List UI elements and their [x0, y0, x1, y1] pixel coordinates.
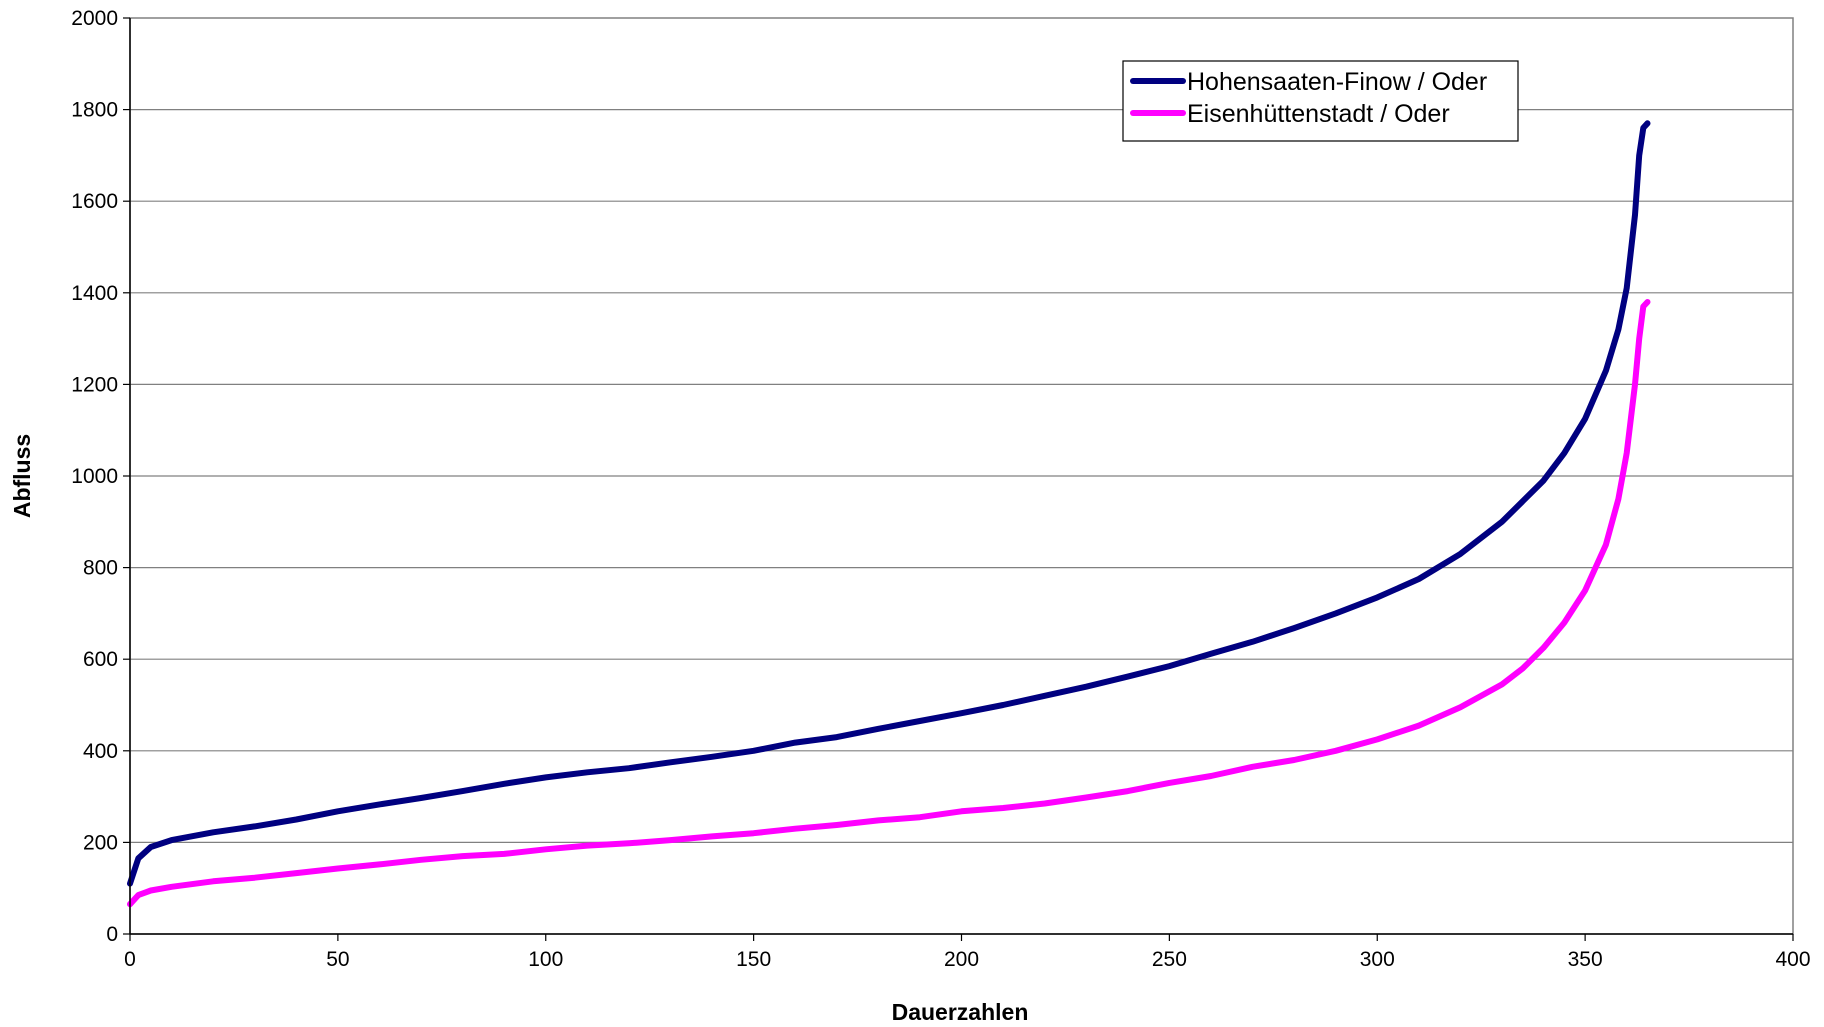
y-tick-label-1000: 1000 — [71, 465, 118, 488]
x-tick-label-50: 50 — [326, 948, 349, 971]
x-tick-label-150: 150 — [736, 948, 771, 971]
legend-box — [1122, 60, 1519, 142]
y-tick-label-1200: 1200 — [71, 373, 118, 396]
y-tick-label-2000: 2000 — [71, 7, 118, 30]
y-tick-label-1800: 1800 — [71, 99, 118, 122]
x-tick-label-250: 250 — [1152, 948, 1187, 971]
x-tick-label-0: 0 — [124, 948, 136, 971]
x-tick-label-100: 100 — [528, 948, 563, 971]
legend: Hohensaaten-Finow / Oder Eisenhüttenstad… — [1122, 60, 1519, 142]
y-tick-label-400: 400 — [83, 740, 118, 763]
y-tick-label-1400: 1400 — [71, 282, 118, 305]
legend-label-eisenhuettenstadt: Eisenhüttenstadt / Oder — [1187, 100, 1450, 128]
x-tick-label-350: 350 — [1568, 948, 1603, 971]
x-axis: 0 50 100 150 200 250 300 350 400 — [124, 933, 1811, 971]
x-tick-label-400: 400 — [1775, 948, 1810, 971]
series-lines — [127, 120, 1651, 908]
y-tick-label-200: 200 — [83, 831, 118, 854]
series-line-1 — [127, 299, 1651, 908]
x-tick-label-300: 300 — [1360, 948, 1395, 971]
y-axis: 0 200 400 600 800 1000 1200 1400 1600 1800 2000 — [71, 7, 131, 946]
y-tick-label-600: 600 — [83, 648, 118, 671]
y-tick-label-1600: 1600 — [71, 190, 118, 213]
y-tick-label-800: 800 — [83, 557, 118, 580]
y-axis-title: Abfluss — [9, 434, 35, 518]
legend-label-hohensaaten: Hohensaaten-Finow / Oder — [1187, 68, 1487, 96]
x-axis-title: Dauerzahlen — [892, 999, 1029, 1025]
x-tick-label-200: 200 — [944, 948, 979, 971]
y-tick-label-0: 0 — [106, 923, 118, 946]
series-line-0 — [127, 120, 1651, 887]
gridlines — [130, 108, 1793, 844]
